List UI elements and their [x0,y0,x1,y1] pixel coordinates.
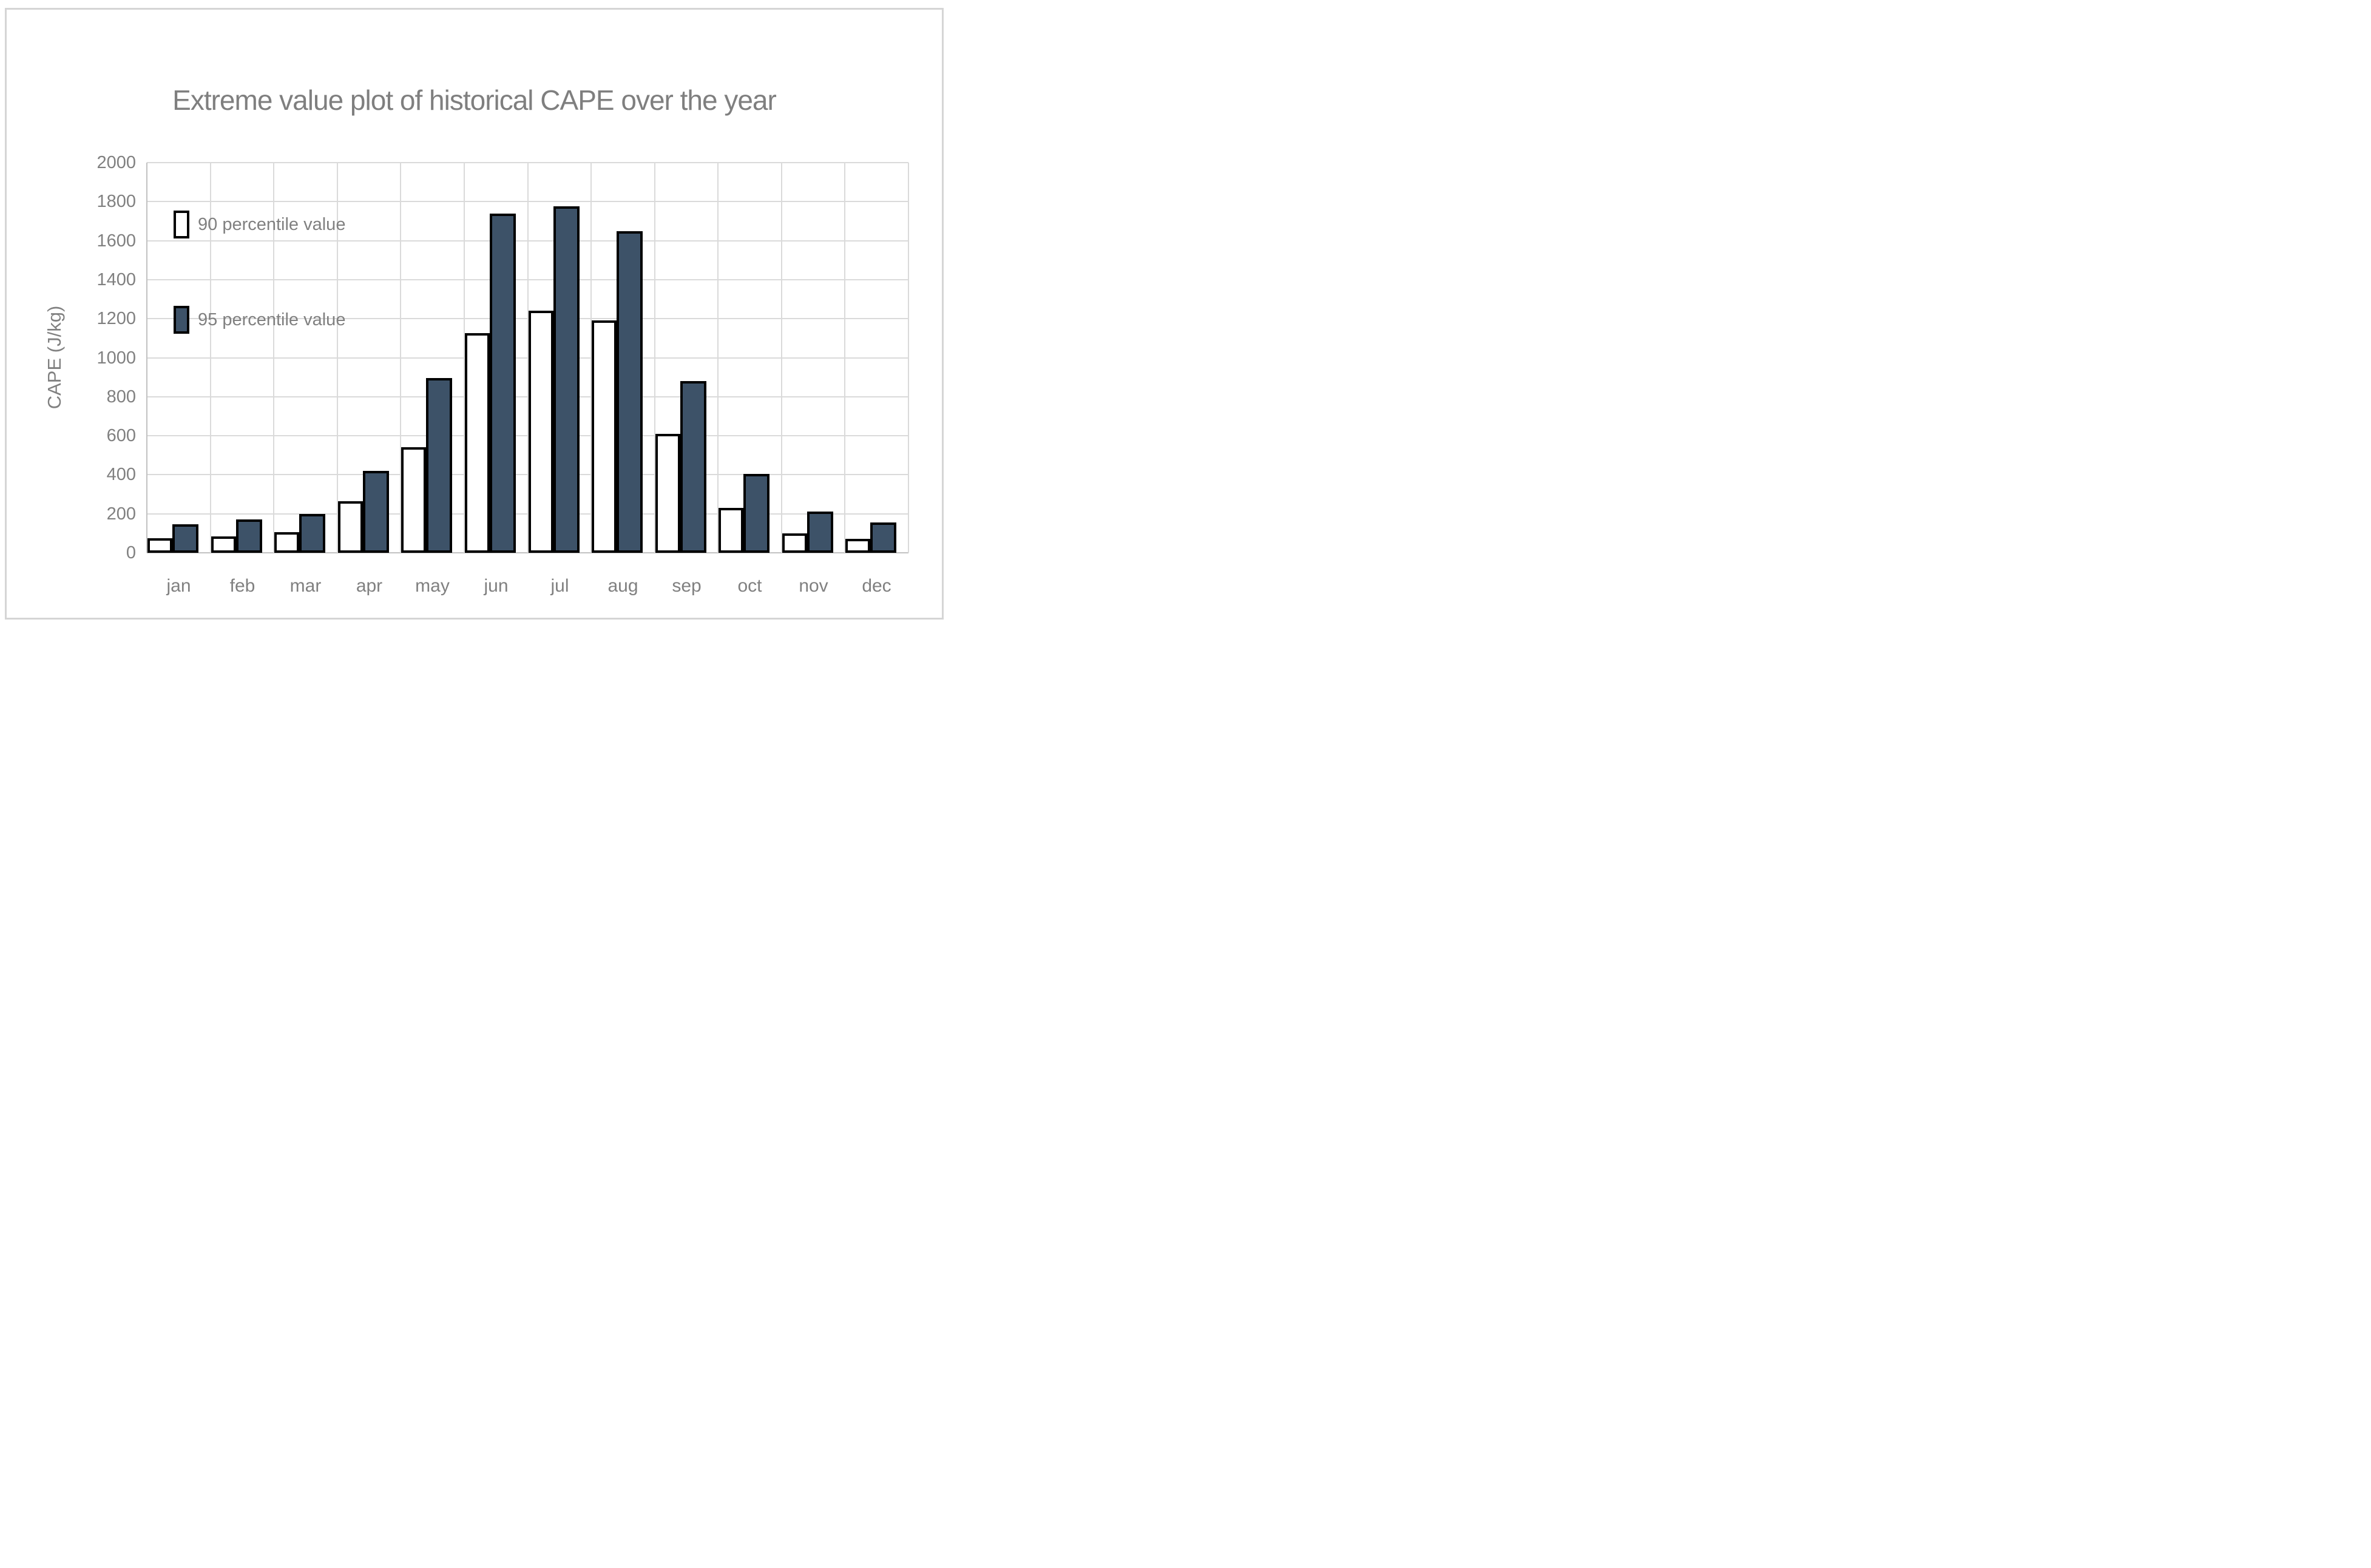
bar-90p-dec [845,539,870,553]
y-axis-line [146,163,147,553]
bar-90p-sep [655,434,680,553]
x-tick-label-nov: nov [799,576,828,596]
bar-95p-jul [553,206,580,553]
bar-95p-oct [743,474,769,553]
legend-item-90-percentile: 90 percentile value [174,210,345,239]
bar-90p-oct [719,508,743,553]
vertical-gridline [273,163,274,553]
x-tick-label-dec: dec [862,576,891,596]
horizontal-gridline [147,162,908,163]
legend-label-95-percentile: 95 percentile value [198,309,346,329]
x-tick-label-oct: oct [737,576,762,596]
bar-90p-nov [782,533,807,553]
horizontal-gridline [147,435,908,436]
bar-90p-apr [338,501,363,553]
y-tick-label: 1200 [96,309,136,328]
bar-95p-aug [617,231,643,553]
x-tick-label-mar: mar [289,576,322,596]
vertical-gridline [337,163,338,553]
legend-item-95-percentile: 95 percentile value [174,305,345,334]
bar-95p-mar [299,514,325,553]
vertical-gridline [844,163,845,553]
y-tick-label: 800 [106,387,136,407]
y-tick-label: 200 [106,504,136,524]
bar-90p-may [401,447,426,553]
y-tick-label: 2000 [96,153,136,172]
x-tick-label-apr: apr [356,576,383,596]
x-tick-label-jan: jan [166,576,191,596]
bar-90p-feb [211,536,236,553]
horizontal-gridline [147,279,908,280]
y-tick-label: 0 [126,543,136,563]
bar-95p-dec [870,522,896,553]
vertical-gridline [908,163,909,553]
bar-95p-jun [490,214,516,553]
bar-95p-nov [807,512,833,553]
bar-95p-sep [680,381,706,553]
horizontal-gridline [147,240,908,242]
x-tick-label-jun: jun [484,576,509,596]
bar-95p-may [426,378,452,553]
y-tick-label: 1800 [96,192,136,211]
bar-90p-jan [147,538,172,553]
bar-95p-apr [363,471,389,553]
plot-area: 90 percentile value 95 percentile value [146,162,909,553]
vertical-gridline [717,163,719,553]
y-tick-label: 600 [106,426,136,445]
legend-swatch-95-percentile [174,306,189,334]
x-tick-label-jul: jul [550,576,569,596]
y-axis-tick-labels: 2000 1800 1600 1400 1200 1000 800 600 400 200 0 [36,153,136,563]
legend-swatch-90-percentile [174,211,189,238]
chart-title: Extreme value plot of historical CAPE ov… [172,84,777,116]
x-axis-category-labels: jan feb mar apr may jun jul aug sep oct nov dec [147,575,908,602]
y-tick-label: 1000 [96,348,136,368]
y-tick-label: 1600 [96,231,136,251]
x-tick-label-feb: feb [229,576,255,596]
y-tick-label: 1400 [96,270,136,289]
horizontal-gridline [147,396,908,397]
horizontal-gridline [147,318,908,319]
x-tick-label-sep: sep [672,576,702,596]
x-tick-label-may: may [415,576,450,596]
bar-90p-jul [529,311,553,553]
vertical-gridline [781,163,782,553]
bar-90p-mar [274,532,299,553]
legend: 90 percentile value 95 percentile value [147,163,908,553]
vertical-gridline [210,163,211,553]
horizontal-gridline [147,201,908,202]
horizontal-gridline [147,357,908,359]
bar-95p-feb [236,519,262,553]
chart-canvas: Extreme value plot of historical CAPE ov… [0,0,949,627]
y-tick-label: 400 [106,465,136,484]
bar-90p-aug [592,320,617,553]
legend-label-90-percentile: 90 percentile value [198,214,346,234]
x-tick-label-aug: aug [607,576,638,596]
bar-95p-jan [172,524,198,553]
horizontal-gridline [147,513,908,515]
horizontal-gridline [147,474,908,475]
bar-90p-jun [465,333,490,553]
